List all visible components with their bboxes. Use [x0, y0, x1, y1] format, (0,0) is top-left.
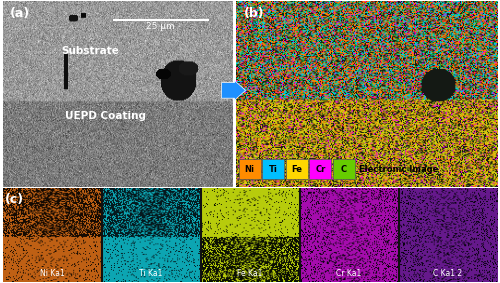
Text: (c): (c) [4, 193, 24, 205]
Text: (b): (b) [244, 7, 264, 20]
Text: Cr Ka1: Cr Ka1 [336, 269, 361, 278]
Text: Substrate: Substrate [61, 46, 118, 57]
FancyArrow shape [222, 80, 246, 100]
Text: C Ka1 2: C Ka1 2 [434, 269, 462, 278]
Text: Ti Ka1: Ti Ka1 [140, 269, 162, 278]
Text: UEPD Coating: UEPD Coating [66, 111, 146, 121]
Text: Ni Ka1: Ni Ka1 [40, 269, 64, 278]
Text: 25 μm: 25 μm [146, 22, 175, 31]
Text: Fe Ka1: Fe Ka1 [238, 269, 262, 278]
Text: (a): (a) [10, 7, 29, 20]
